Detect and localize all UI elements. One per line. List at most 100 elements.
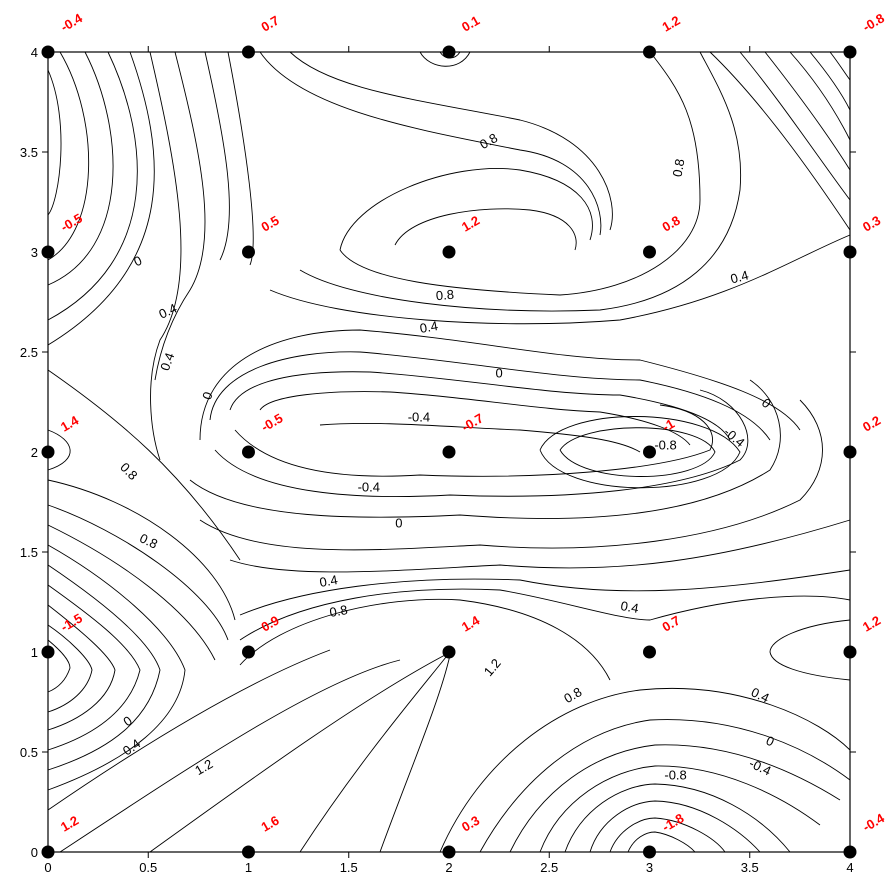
contour-label: 0.4 (157, 351, 177, 373)
contour-line (559, 427, 716, 477)
data-point (242, 45, 255, 59)
x-tick-label: 2 (445, 860, 452, 875)
contour-label: 0.8 (670, 158, 688, 178)
y-tick-label: 1 (31, 645, 38, 660)
data-point-label: -1.8 (660, 810, 687, 834)
x-tick-label: 0 (44, 860, 51, 875)
contour-line (149, 51, 182, 461)
contour-line (379, 654, 451, 853)
data-point (41, 445, 55, 459)
data-point (643, 245, 656, 259)
data-point (843, 45, 857, 59)
contour-line (764, 51, 851, 171)
contour-label: -0.8 (664, 767, 686, 782)
contour-line (419, 51, 471, 67)
contour-line (47, 564, 161, 771)
data-point-label: 0.7 (259, 13, 282, 35)
contour-line (189, 379, 781, 519)
y-tick-label: 0 (31, 845, 38, 860)
data-point-label: 0.8 (660, 213, 683, 235)
data-point (41, 45, 55, 59)
data-point (41, 645, 55, 659)
x-tick-label: 0.5 (139, 860, 157, 875)
x-tick-label: 2.5 (540, 860, 558, 875)
data-point (843, 445, 857, 459)
y-tick-label: 3 (31, 245, 38, 260)
contour-line (479, 719, 851, 853)
contour-label: 0.4 (419, 318, 439, 336)
data-point-label: 0.3 (860, 213, 883, 235)
data-point (442, 45, 456, 59)
contour-line (299, 51, 742, 312)
y-tick-label: 3.5 (20, 145, 38, 160)
y-tick-label: 0.5 (20, 745, 38, 760)
y-tick-label: 4 (31, 45, 38, 60)
contour-line (709, 51, 851, 231)
contour-line (739, 51, 851, 201)
data-point-label: 0.1 (459, 13, 482, 35)
contour-line (229, 371, 731, 441)
contour-line (394, 208, 577, 251)
data-point-label: -0.4 (860, 810, 888, 835)
contour-line (239, 598, 611, 681)
contour-line (47, 524, 216, 661)
contour-line (47, 51, 138, 321)
contour-line (539, 416, 741, 489)
contour-label: 0.8 (435, 287, 454, 304)
contour-line (789, 51, 851, 141)
data-point-label: 1.2 (860, 613, 883, 635)
contour-line (229, 519, 851, 573)
contour-line (564, 783, 791, 853)
y-tick-label: 2 (31, 445, 38, 460)
y-tick-label: 2.5 (20, 345, 38, 360)
contour-label: 0.8 (561, 684, 584, 706)
contour-line (239, 569, 851, 616)
contour-line (539, 765, 821, 853)
data-point-label: 0.7 (660, 613, 683, 635)
contour-line (589, 800, 761, 853)
data-point (442, 445, 456, 459)
data-point-label: 0.9 (259, 613, 282, 635)
contour-label: 0.8 (117, 460, 140, 483)
contour-lines (47, 51, 851, 853)
contour-line (214, 389, 749, 498)
contour-line (59, 659, 401, 853)
contour-line (204, 51, 230, 261)
data-point (242, 845, 255, 859)
contour-label: 0.4 (120, 736, 143, 759)
contour-line (199, 329, 801, 441)
data-point (242, 645, 255, 659)
contour-line (239, 588, 851, 641)
contour-line (439, 688, 851, 853)
contour-line (47, 544, 186, 791)
data-point (41, 245, 55, 259)
contour-label: -0.4 (358, 479, 380, 494)
contour-line (47, 584, 141, 751)
data-point-label: -1 (660, 416, 678, 435)
contour-labels: 0 0.4 0.4 0 0.8 0.8 0 0.4 1.2 0.8 0.4 0 -0.4 -0.4 0 0.4… (117, 130, 776, 782)
contour-label: 0 (496, 365, 503, 380)
data-point-label: 0.5 (259, 213, 282, 235)
contour-line (47, 51, 155, 346)
x-tick-label: 1 (245, 860, 252, 875)
data-point (242, 445, 255, 459)
contour-line (627, 831, 696, 853)
contour-label: 0 (131, 253, 144, 270)
contour-line (269, 234, 851, 325)
contour-line (47, 369, 241, 561)
data-point (843, 645, 857, 659)
data-point-label: -1.5 (58, 610, 85, 634)
data-point-label: -0.7 (459, 410, 486, 434)
contour-label: 0 (120, 713, 135, 729)
contour-label: 0.4 (156, 300, 179, 321)
data-point (442, 245, 456, 259)
data-point-label: 1.2 (459, 213, 482, 235)
contour-label: 0.4 (318, 572, 338, 590)
data-point (843, 845, 857, 859)
data-point (643, 45, 656, 59)
y-tick-label: 1.5 (20, 545, 38, 560)
contour-label: 0 (764, 733, 777, 750)
contour-line (227, 51, 254, 266)
contour-label: 0 (199, 390, 216, 402)
